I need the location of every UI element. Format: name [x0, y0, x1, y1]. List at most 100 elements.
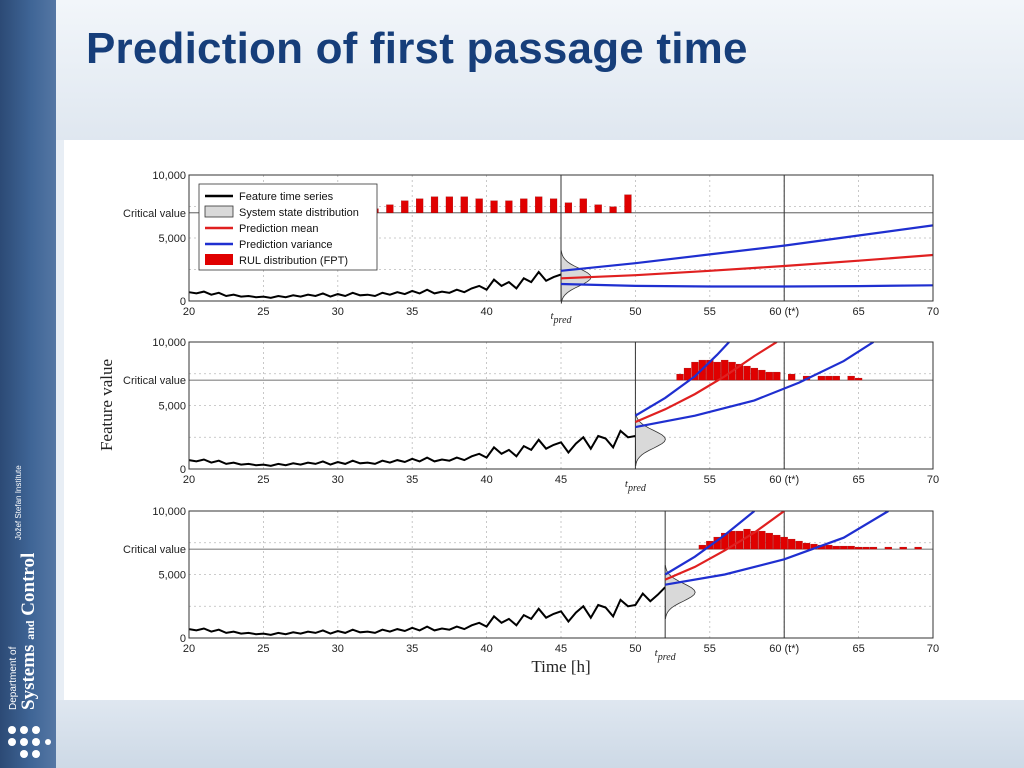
x-tick-label: 55 — [704, 306, 716, 318]
rul-bar — [594, 204, 602, 213]
rul-bar — [549, 198, 558, 213]
rul-bar — [706, 359, 714, 381]
prediction-mean-line — [634, 342, 778, 424]
rul-bar — [773, 534, 781, 550]
x-axis-label: Time [h] — [531, 657, 590, 676]
header-background — [56, 0, 1024, 140]
x-tick-label: 50 — [629, 306, 641, 318]
t-pred-label: tpred — [625, 478, 647, 494]
y-axis-label: Feature value — [97, 359, 116, 451]
y-tick-label: 0 — [180, 296, 186, 308]
x-tick-label: 30 — [332, 306, 344, 318]
rul-bar — [691, 361, 699, 381]
critical-value-label: Critical value — [123, 208, 186, 220]
slide-title: Prediction of first passage time — [86, 24, 748, 73]
rul-bar — [780, 536, 788, 550]
legend-entry: Prediction variance — [239, 239, 333, 251]
y-tick-label: 5,000 — [158, 401, 186, 413]
x-tick-label: 25 — [257, 306, 269, 318]
rul-bar — [728, 530, 736, 550]
x-tick-label: 30 — [332, 474, 344, 486]
rul-bar — [743, 365, 751, 381]
prediction-mean-line — [664, 511, 785, 581]
rul-bar — [802, 542, 811, 550]
t-pred-label-main: t — [625, 478, 629, 490]
rul-bar — [750, 530, 759, 550]
x-tick-label: 25 — [257, 643, 269, 655]
t-pred-label-main: t — [550, 310, 554, 322]
prediction-variance-lower — [560, 282, 933, 288]
feature-series-line — [188, 270, 562, 299]
x-tick-label: 45 — [555, 643, 567, 655]
feature-series-line — [188, 586, 666, 636]
rul-bar — [884, 546, 892, 550]
rul-bar — [430, 196, 439, 213]
y-tick-label: 5,000 — [158, 233, 186, 245]
x-tick-label: 65 — [852, 474, 864, 486]
rul-bar — [862, 546, 870, 550]
rul-bar — [825, 544, 833, 550]
rul-bar — [475, 198, 483, 213]
department-word-and: and — [23, 620, 37, 640]
rul-bar — [676, 373, 684, 381]
rul-bar — [914, 546, 922, 550]
x-tick-label: 20 — [183, 643, 195, 655]
y-tick-label: 0 — [180, 633, 186, 645]
legend-entry: Feature time series — [239, 191, 334, 203]
prediction-variance-lower — [635, 342, 875, 429]
department-word-control: Control — [18, 552, 39, 616]
t-pred-label-main: t — [655, 647, 659, 659]
x-tick-label: 60 (t*) — [769, 643, 799, 655]
t-pred-label-subscript: pred — [553, 315, 573, 326]
x-tick-label: 45 — [555, 474, 567, 486]
plot-frame — [188, 510, 934, 639]
t-pred-label: tpred — [655, 647, 677, 663]
rul-bar — [832, 375, 840, 381]
critical-value-label: Critical value — [123, 375, 186, 387]
prediction-variance-upper — [560, 224, 933, 272]
x-tick-label: 55 — [704, 643, 716, 655]
x-tick-label: 25 — [257, 474, 269, 486]
x-tick-label: 40 — [480, 306, 492, 318]
plot-frame — [188, 341, 934, 470]
rul-bar — [788, 538, 796, 550]
rul-bar — [817, 375, 825, 381]
rul-bar — [609, 206, 617, 213]
rul-bar — [788, 373, 796, 381]
y-tick-label: 10,000 — [152, 170, 186, 182]
y-tick-label: 10,000 — [152, 337, 186, 349]
x-tick-label: 60 (t*) — [769, 474, 799, 486]
rul-bar — [847, 375, 855, 381]
y-tick-label: 0 — [180, 464, 186, 476]
rul-bar — [795, 540, 803, 550]
legend-entry: Prediction mean — [239, 223, 319, 235]
x-tick-label: 35 — [406, 306, 418, 318]
x-tick-label: 20 — [183, 474, 195, 486]
rul-bar — [579, 198, 587, 213]
rul-bar — [832, 545, 840, 550]
footer-background — [56, 700, 1024, 768]
x-tick-label: 55 — [704, 474, 716, 486]
t-pred-label-subscript: pred — [657, 652, 677, 663]
rul-bar — [535, 196, 543, 213]
rul-bar — [869, 546, 878, 550]
institute-label: Jožef Stefan Institute — [14, 465, 23, 540]
legend: Feature time series System state distribu… — [198, 183, 378, 271]
rul-bar — [773, 371, 781, 381]
prediction-variance-upper — [634, 342, 730, 417]
legend-swatch — [205, 254, 233, 265]
prediction-variance-upper — [664, 511, 756, 576]
x-tick-label: 50 — [629, 643, 641, 655]
rul-bar — [765, 371, 773, 381]
t-pred-label: tpred — [550, 310, 572, 326]
x-tick-label: 60 (t*) — [769, 306, 799, 318]
rul-bar — [735, 363, 744, 381]
x-tick-label: 65 — [852, 306, 864, 318]
rul-bar — [758, 530, 766, 550]
sidebar-band: Department of Systems and Control Jožef … — [0, 0, 56, 768]
fpt-figure: 0 5,000 10,000 Critical value 20 25 30 35 40 50 55… — [97, 170, 939, 676]
x-tick-label: 70 — [927, 474, 939, 486]
rul-bar — [855, 377, 863, 381]
critical-value-label: Critical value — [123, 544, 186, 556]
rul-bar — [460, 196, 468, 213]
